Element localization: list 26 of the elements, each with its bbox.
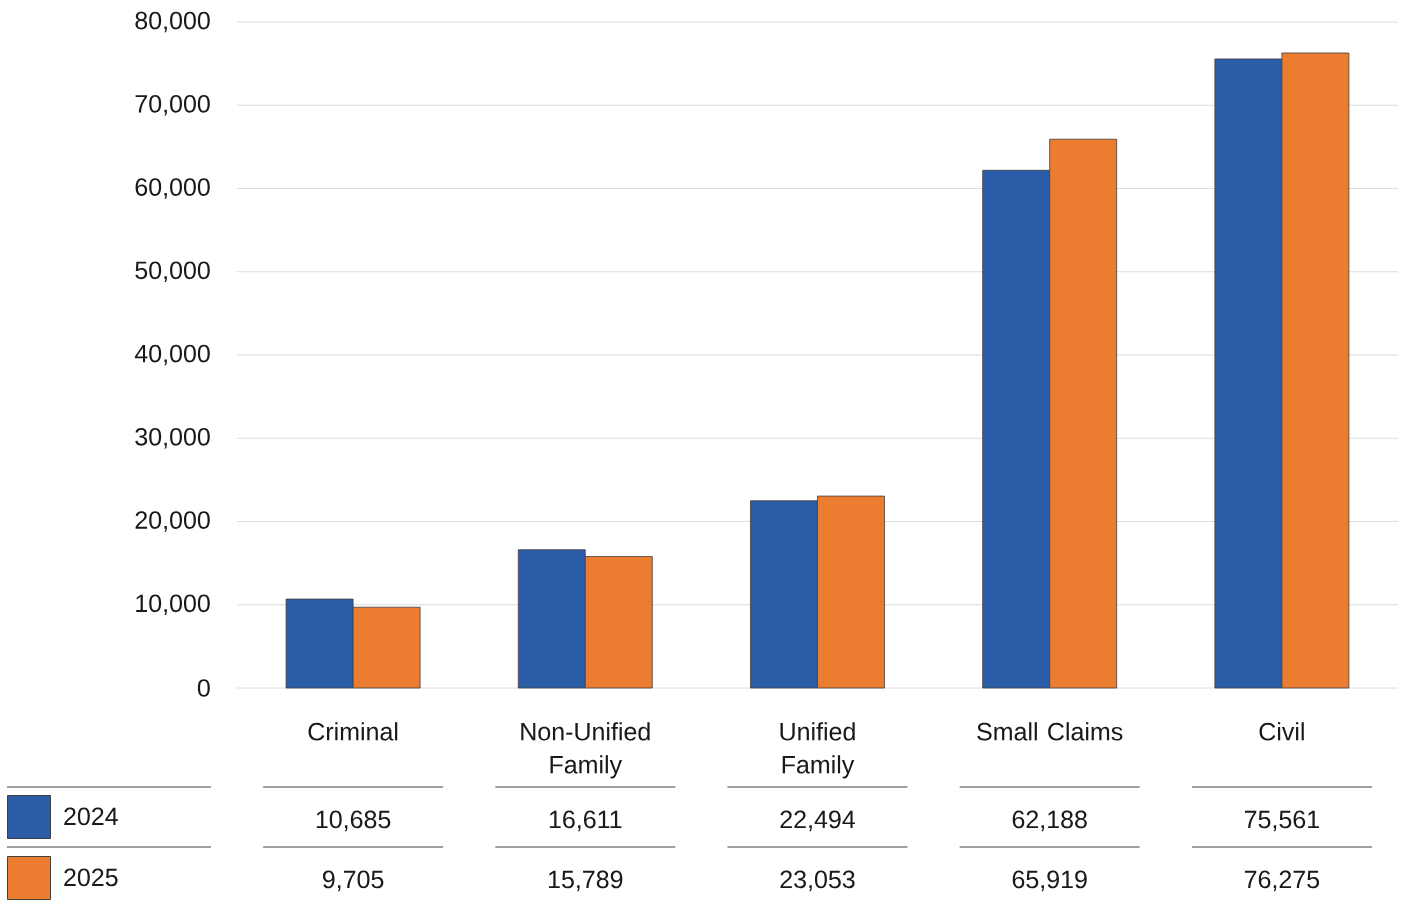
data-label: 23,053: [780, 870, 855, 892]
y-tick-label: 30,000: [135, 427, 210, 449]
data-label: 10,685: [316, 810, 391, 832]
x-tick-label: Criminal: [308, 722, 398, 741]
y-tick-label: 20,000: [135, 511, 210, 532]
y-tick-label: 10,000: [136, 594, 210, 616]
y-tick-label: 60,000: [135, 178, 210, 199]
data-label: 9,705: [322, 870, 384, 892]
data-label: 62,188: [1012, 810, 1087, 832]
legend-label: 2025: [64, 868, 118, 887]
y-tick-label: 40,000: [134, 344, 210, 366]
x-tick-label: Non-Unified Family: [521, 722, 650, 779]
y-tick-label: 50,000: [135, 261, 210, 283]
x-tick-label: Unified Family: [780, 722, 855, 779]
y-tick-label: 0: [197, 679, 210, 697]
legend-label: 2024: [64, 807, 118, 826]
data-label: 76,275: [1244, 870, 1320, 892]
data-label: 15,789: [548, 870, 623, 892]
data-label: 65,919: [1012, 870, 1087, 892]
y-tick-label: 70,000: [135, 94, 210, 116]
data-label: 22,494: [780, 810, 855, 832]
x-tick-label: Small Claims: [977, 722, 1123, 741]
data-label: 75,561: [1244, 810, 1319, 832]
data-label: 16,611: [549, 810, 622, 832]
x-tick-label: Civil: [1259, 722, 1304, 741]
y-tick-label: 80,000: [135, 11, 210, 33]
